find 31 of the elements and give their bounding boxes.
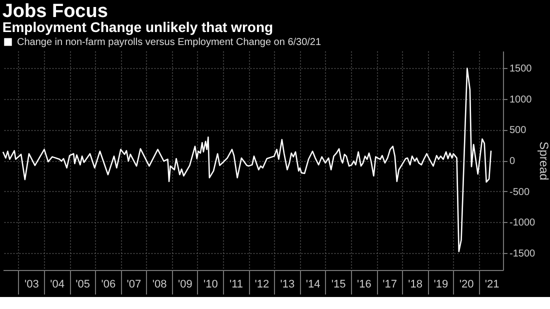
x-tick-label: '18 [408,278,423,290]
x-tick-label: '06 [101,278,116,290]
x-tick-label: '20 [459,278,474,290]
chart-subtitle: Employment Change unlikely that wrong [2,19,274,35]
y-tick-label: -500 [510,186,530,198]
line-series [2,68,492,252]
x-tick-label: '19 [434,278,448,290]
legend-label: Change in non-farm payrolls versus Employment Change on 6/30/21 [17,37,322,48]
y-tick-label: 1000 [510,94,532,106]
x-tick-label: '11 [230,278,244,290]
x-tick-label: '07 [126,278,142,290]
chart-title: Jobs Focus [2,1,108,22]
x-tick-label: '12 [254,278,270,290]
x-tick-label: '08 [152,278,167,290]
x-tick-label: '15 [331,278,346,290]
x-tick-label: '10 [204,278,218,290]
y-tick-label: 0 [510,156,516,167]
y-axis-title: Spread [537,142,550,180]
x-tick-label: '09 [178,278,192,290]
y-tick-label: 1500 [510,64,532,75]
y-tick-label: -1500 [510,248,536,260]
x-tick-label: '21 [484,278,500,290]
y-tick-label: -1000 [510,218,536,229]
x-tick-label: '13 [280,278,295,290]
x-tick-label: '04 [50,278,64,290]
x-tick-label: '14 [306,278,320,290]
y-tick-label: 500 [510,125,527,136]
x-tick-label: '05 [76,278,90,290]
x-tick-label: '17 [382,278,397,290]
x-tick-label: '16 [357,278,372,290]
x-tick-label: '03 [24,278,39,290]
